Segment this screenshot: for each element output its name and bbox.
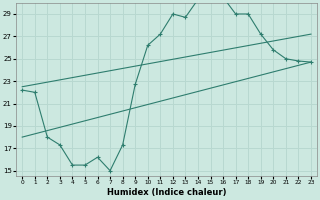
X-axis label: Humidex (Indice chaleur): Humidex (Indice chaleur) xyxy=(107,188,226,197)
